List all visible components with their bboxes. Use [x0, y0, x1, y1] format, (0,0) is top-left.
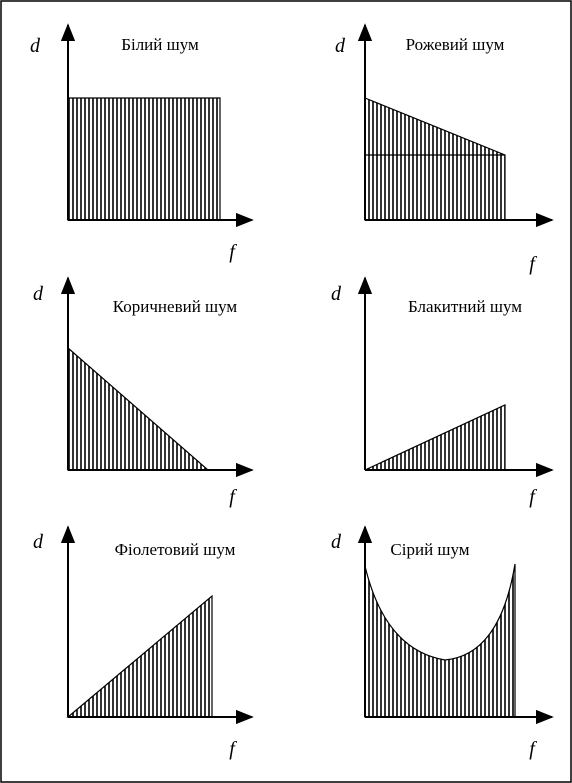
x-axis-label: f: [229, 486, 237, 508]
spectrum: [364, 563, 516, 718]
x-axis-label: f: [229, 738, 237, 760]
x-axis-label: f: [529, 738, 537, 760]
x-axis-label: f: [229, 241, 237, 263]
y-axis-label: d: [335, 35, 346, 57]
panel-title: Рожевий шум: [406, 35, 505, 54]
y-axis-label: d: [33, 283, 44, 305]
panel-title: Сірий шум: [390, 540, 469, 559]
y-axis-label: d: [33, 531, 44, 553]
y-axis-label: d: [331, 531, 342, 553]
x-axis-label: f: [529, 253, 537, 275]
spectrum: [67, 97, 221, 221]
panel-title: Фіолетовий шум: [115, 540, 236, 559]
y-axis-label: d: [30, 35, 41, 57]
panel-title: Блакитний шум: [408, 297, 522, 316]
panel-title: Білий шум: [121, 35, 199, 54]
panel-title: Коричневий шум: [113, 297, 238, 316]
x-axis-label: f: [529, 486, 537, 508]
y-axis-label: d: [331, 283, 342, 305]
